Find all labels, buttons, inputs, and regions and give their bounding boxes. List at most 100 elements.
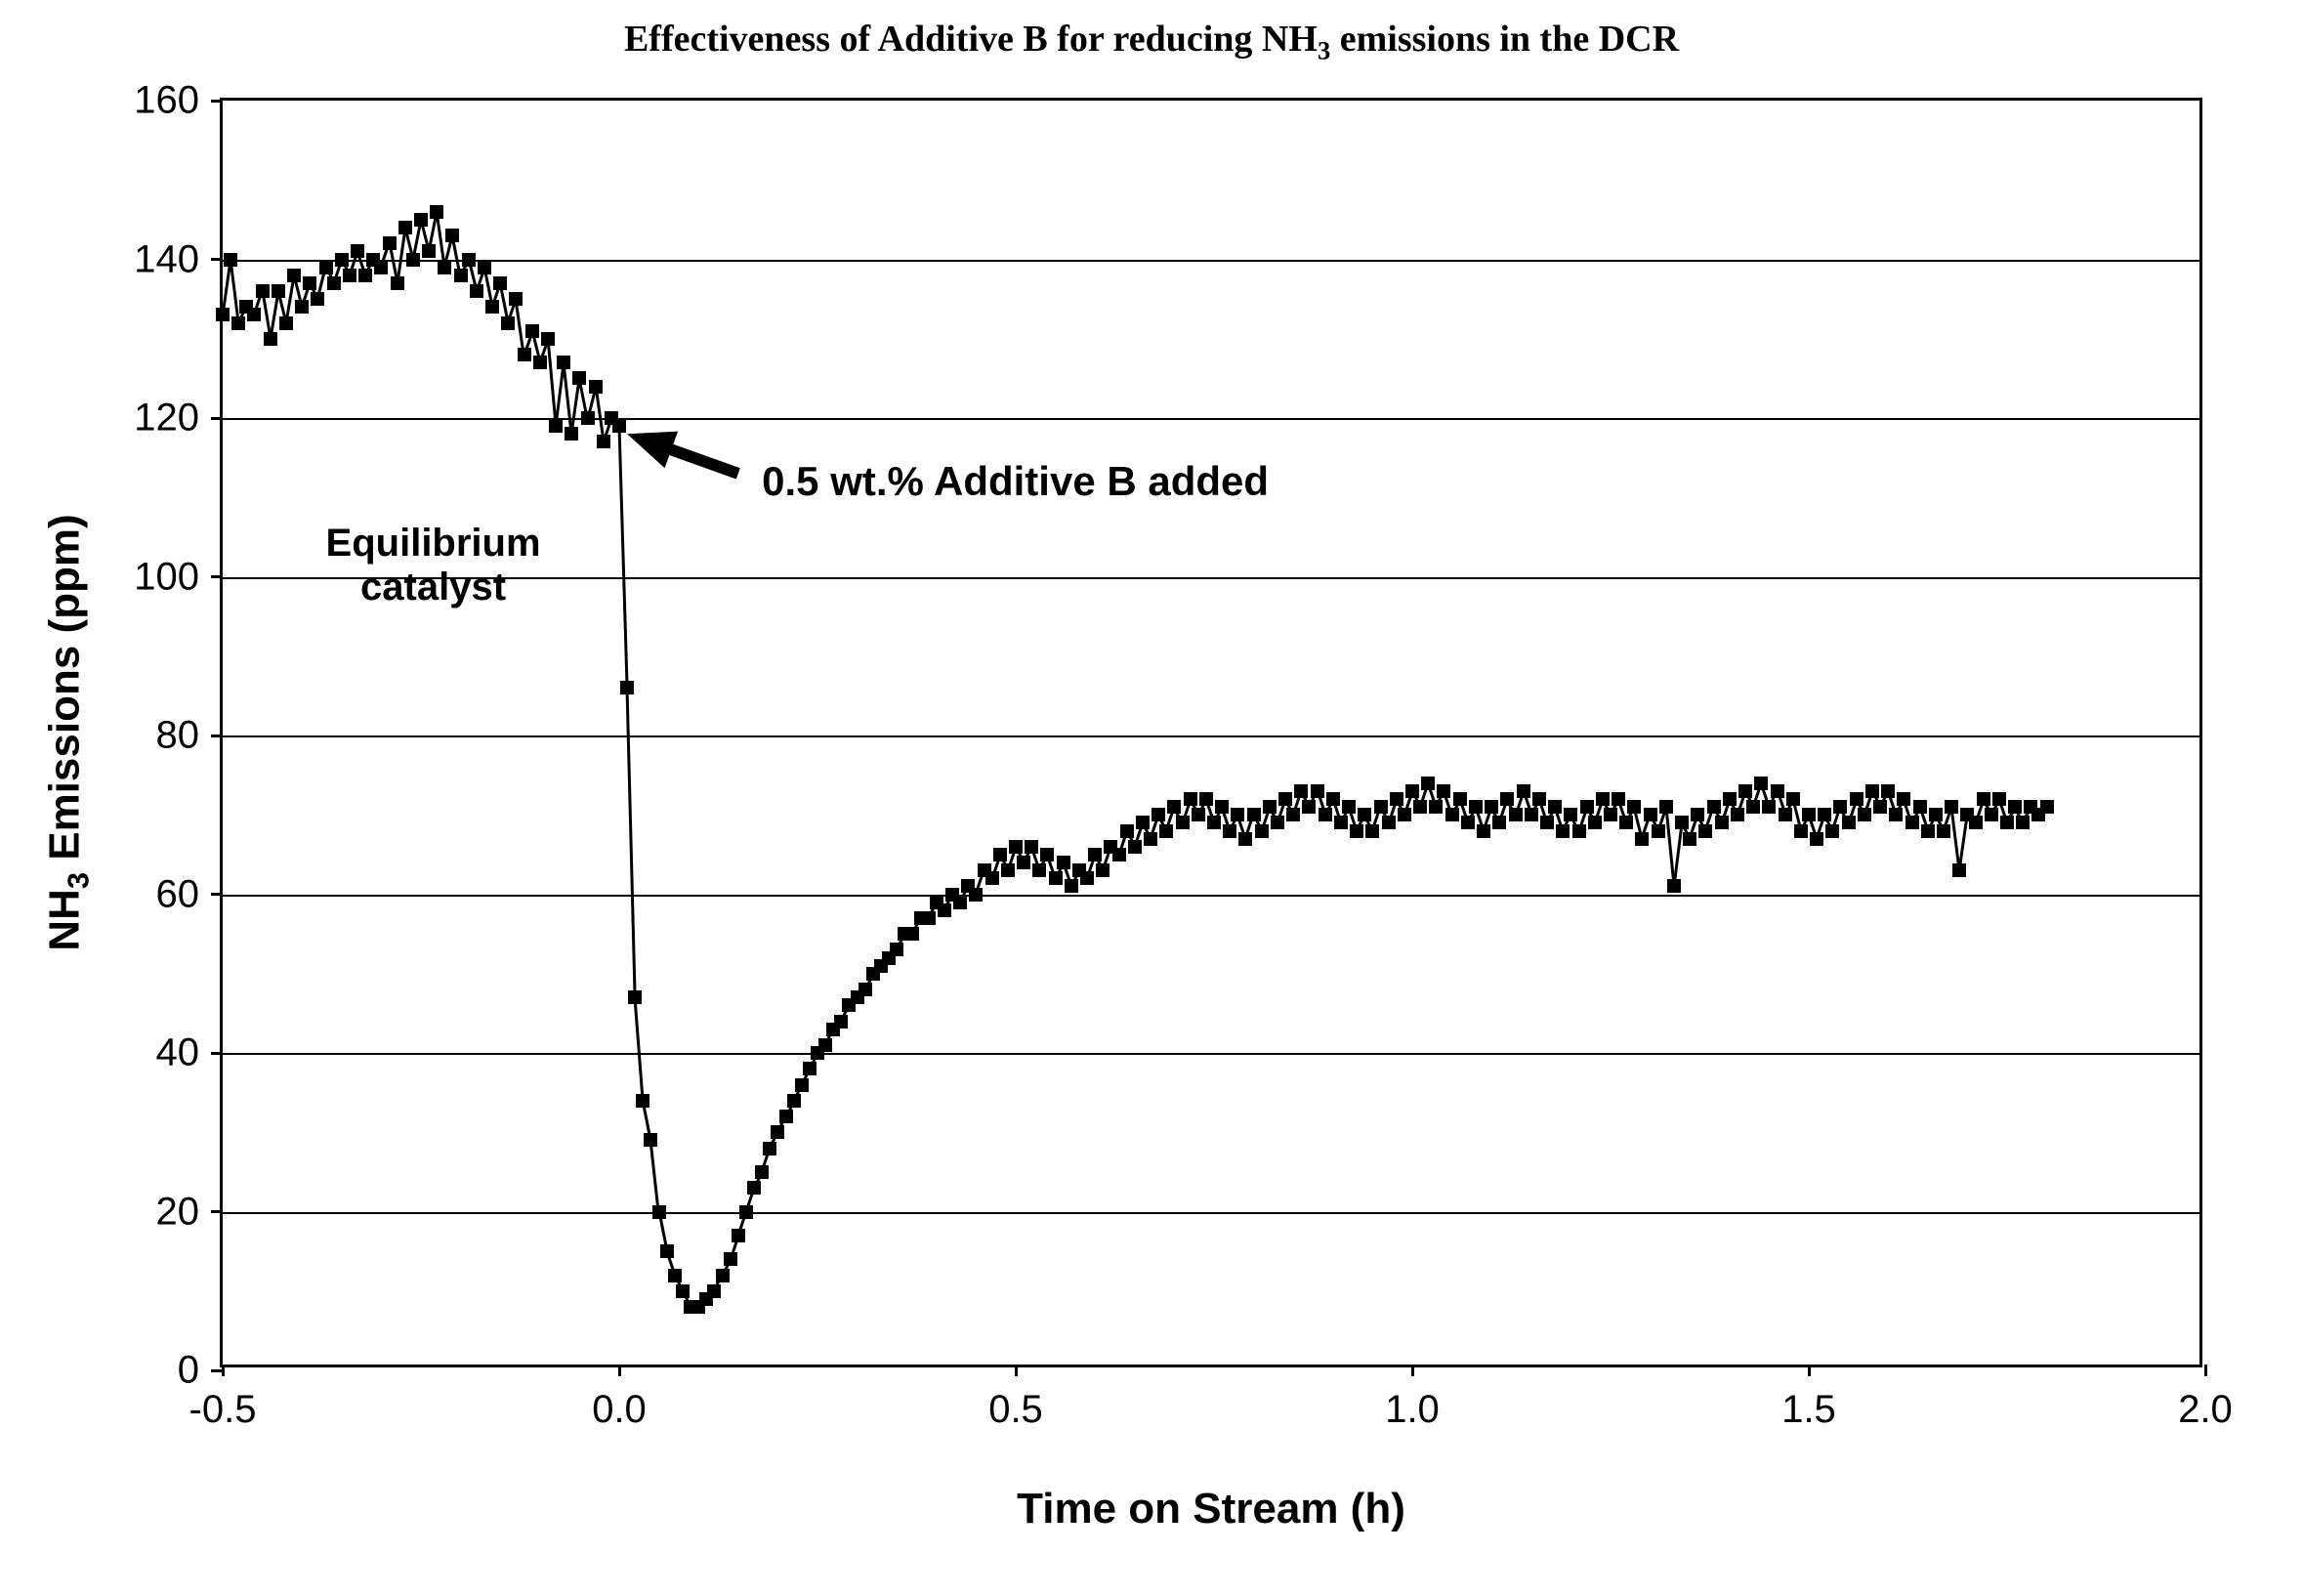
data-marker	[858, 983, 872, 996]
x-tick-label: 2.0	[2178, 1365, 2233, 1432]
data-marker	[1604, 808, 1617, 821]
data-marker	[1017, 856, 1030, 869]
data-marker	[1945, 800, 1958, 814]
data-marker	[1136, 816, 1150, 829]
data-marker	[1128, 840, 1142, 854]
data-marker	[716, 1269, 730, 1282]
y-tick-label: 80	[156, 714, 224, 758]
data-marker	[501, 316, 515, 330]
series-line-segment	[649, 1140, 660, 1211]
series-line-segment	[618, 426, 629, 688]
data-marker	[1040, 848, 1054, 861]
data-marker	[1223, 824, 1236, 838]
data-marker	[1746, 800, 1760, 814]
data-marker	[1405, 784, 1419, 798]
data-marker	[1088, 848, 1102, 861]
series-line-segment	[594, 386, 605, 441]
data-marker	[462, 253, 476, 267]
data-marker	[953, 896, 967, 909]
data-marker	[565, 427, 578, 441]
data-marker	[1937, 824, 1950, 838]
data-marker	[771, 1125, 784, 1139]
data-marker	[2008, 800, 2022, 814]
data-marker	[422, 244, 436, 258]
data-marker	[549, 419, 563, 433]
data-marker	[1698, 824, 1712, 838]
data-marker	[1619, 816, 1633, 829]
x-tick-label: 0.5	[988, 1365, 1043, 1432]
data-marker	[1683, 832, 1696, 846]
data-marker	[1334, 816, 1348, 829]
data-marker	[1532, 792, 1546, 806]
data-marker	[525, 324, 539, 338]
series-line-segment	[1958, 815, 1969, 870]
data-marker	[224, 253, 237, 267]
data-marker	[1152, 808, 1165, 821]
data-marker	[2000, 816, 2014, 829]
data-marker	[1390, 792, 1403, 806]
data-marker	[1302, 800, 1316, 814]
data-marker	[335, 253, 349, 267]
data-marker	[470, 284, 483, 298]
data-marker	[445, 229, 459, 242]
data-marker	[1865, 784, 1879, 798]
data-marker	[1319, 808, 1332, 821]
annotation-additive-added: 0.5 wt.% Additive B added	[762, 458, 1269, 505]
data-marker	[247, 308, 261, 321]
data-marker	[676, 1284, 690, 1298]
data-marker	[287, 269, 301, 282]
data-marker	[1548, 800, 1562, 814]
data-marker	[1278, 792, 1292, 806]
data-marker	[1556, 824, 1570, 838]
data-marker	[1525, 808, 1538, 821]
data-marker	[1445, 808, 1459, 821]
data-marker	[1889, 808, 1903, 821]
data-marker	[1025, 840, 1038, 854]
data-marker	[272, 284, 285, 298]
data-marker	[1635, 832, 1649, 846]
data-marker	[1144, 832, 1157, 846]
data-marker	[509, 292, 523, 306]
data-marker	[1263, 800, 1277, 814]
data-marker	[256, 284, 270, 298]
data-marker	[612, 419, 626, 433]
data-marker	[1771, 784, 1784, 798]
x-tick-label: -0.5	[189, 1365, 257, 1432]
data-marker	[319, 261, 333, 274]
data-marker	[1833, 800, 1847, 814]
data-marker	[279, 316, 293, 330]
data-marker	[493, 276, 507, 290]
data-marker	[668, 1269, 682, 1282]
data-marker	[1715, 816, 1729, 829]
data-marker	[1517, 784, 1530, 798]
data-marker	[1580, 800, 1594, 814]
series-line-segment	[515, 299, 525, 355]
data-marker	[533, 356, 547, 369]
data-marker	[1723, 792, 1737, 806]
y-tick-label: 40	[156, 1031, 224, 1075]
data-marker	[454, 269, 468, 282]
data-marker	[644, 1133, 657, 1147]
data-marker	[1492, 816, 1506, 829]
data-marker	[1564, 808, 1577, 821]
data-marker	[2040, 800, 2054, 814]
data-marker	[1810, 832, 1823, 846]
y-tick-label: 160	[134, 79, 223, 123]
data-marker	[1540, 816, 1554, 829]
data-marker	[343, 269, 356, 282]
data-marker	[589, 380, 603, 394]
data-marker	[1001, 863, 1015, 877]
y-tick-label: 140	[134, 237, 223, 281]
data-marker	[652, 1205, 666, 1219]
data-marker	[383, 236, 397, 250]
data-marker	[597, 435, 610, 448]
data-marker	[374, 261, 388, 274]
data-marker	[1120, 824, 1134, 838]
data-marker	[628, 990, 642, 1004]
data-marker	[398, 221, 412, 234]
grid-line-h	[223, 735, 2199, 737]
data-marker	[1738, 784, 1752, 798]
data-marker	[724, 1252, 737, 1266]
data-marker	[1286, 808, 1300, 821]
data-marker	[1921, 824, 1935, 838]
